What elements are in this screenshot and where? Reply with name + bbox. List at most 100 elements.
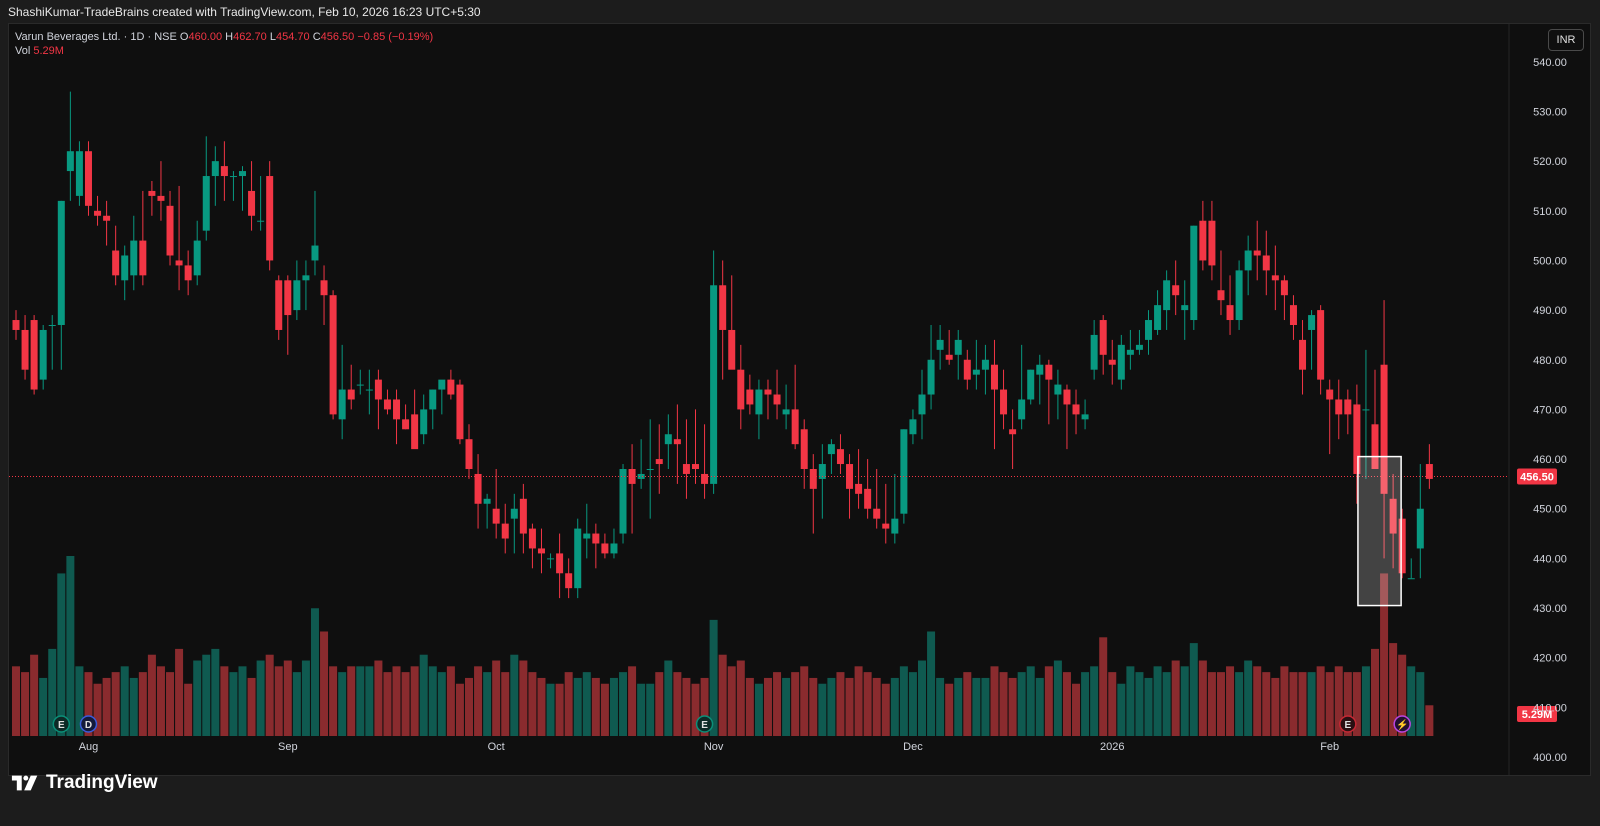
candle-body: [655, 459, 663, 465]
volume-bar: [1298, 672, 1307, 736]
candle: [1154, 290, 1162, 335]
candle: [211, 146, 219, 206]
candle: [139, 190, 147, 286]
candle-body: [510, 508, 518, 519]
candle: [1244, 235, 1252, 296]
volume-bar: [301, 660, 310, 736]
candle-body: [1154, 305, 1162, 330]
candle: [972, 339, 980, 390]
volume-bar: [1244, 660, 1253, 736]
brand-footer[interactable]: TradingView: [10, 772, 158, 794]
candle: [809, 454, 817, 534]
candle-body: [356, 384, 364, 386]
volume-bar: [637, 683, 646, 736]
candle-body: [365, 389, 373, 391]
candle-body: [619, 469, 627, 534]
candlestick-chart[interactable]: 456.50 5.29M 400.00 410.00 420.00 430.00 440.…: [9, 24, 1591, 776]
close-label: C: [312, 31, 321, 43]
tradingview-logo-icon: [11, 775, 38, 791]
candle: [84, 141, 92, 216]
candle-body: [1335, 399, 1343, 415]
candle-body: [664, 434, 672, 445]
candle-body: [574, 528, 582, 589]
candle-body: [628, 469, 636, 484]
volume-bar: [338, 672, 347, 736]
candle-body: [791, 409, 799, 445]
candle: [637, 439, 645, 489]
candle-body: [1072, 404, 1080, 415]
volume-bar: [1389, 643, 1398, 736]
candle: [257, 176, 265, 231]
candle-body: [1063, 389, 1071, 405]
volume-bar: [845, 677, 854, 736]
candle: [1425, 444, 1433, 489]
volume-bar: [927, 631, 936, 736]
event-marker-icon[interactable]: ⚡: [1393, 715, 1411, 733]
volume-bar: [256, 660, 265, 736]
volume-bar: [682, 677, 691, 736]
y-tick-label: 420.00: [1533, 653, 1567, 665]
volume-bar: [899, 666, 908, 736]
candle: [855, 449, 863, 509]
candle-body: [836, 449, 844, 465]
candle: [311, 190, 319, 276]
candle-body: [329, 295, 337, 415]
volume-bar: [1280, 666, 1289, 736]
candle-body: [1145, 320, 1152, 340]
earnings-marker-icon[interactable]: E: [695, 715, 714, 733]
candle-body: [112, 250, 120, 276]
dividend-marker-icon[interactable]: D: [79, 715, 98, 733]
y-tick-label: 470.00: [1533, 404, 1567, 416]
candle-body: [193, 240, 201, 276]
candle-body: [248, 190, 256, 216]
y-tick-label: 430.00: [1533, 603, 1567, 615]
volume-bar: [492, 660, 501, 736]
volume-bar: [1361, 666, 1370, 736]
candle: [1181, 280, 1189, 340]
candle-body: [1262, 255, 1270, 271]
volume-bar: [193, 660, 202, 736]
volume-bar: [202, 654, 211, 736]
candle-body: [1018, 399, 1026, 420]
candle: [1289, 295, 1297, 340]
candle-body: [257, 220, 265, 222]
volume-bar: [265, 654, 274, 736]
candle-body: [1054, 384, 1062, 395]
earnings-marker-icon[interactable]: E: [52, 715, 71, 733]
candle-body: [954, 339, 962, 355]
candle-body: [646, 469, 654, 470]
chart-pane[interactable]: 456.50 5.29M 400.00 410.00 420.00 430.00 440.…: [8, 23, 1591, 776]
volume-bar: [1371, 648, 1379, 736]
symbol-title[interactable]: Varun Beverages Ltd. · 1D · NSE: [15, 31, 177, 43]
volume-bar: [1334, 666, 1343, 736]
candle-body: [1416, 508, 1424, 549]
volume-bar: [918, 660, 926, 736]
candle: [547, 553, 555, 569]
volume-bar: [754, 683, 763, 736]
earnings-marker-icon[interactable]: E: [1339, 715, 1357, 733]
candle-body: [202, 176, 210, 231]
volume-label: Vol: [15, 45, 31, 57]
volume-bar: [1352, 672, 1361, 736]
y-tick-label: 490.00: [1533, 305, 1567, 317]
volume-bar: [1262, 672, 1271, 736]
candle: [836, 434, 844, 474]
candle: [501, 503, 509, 554]
candle: [293, 260, 301, 321]
volume-bar: [827, 677, 836, 736]
candle-body: [320, 280, 328, 296]
volume-bar: [1407, 666, 1416, 736]
candle-body: [945, 354, 953, 360]
currency-button[interactable]: INR: [1548, 29, 1584, 51]
last-volume-tag: [1517, 706, 1557, 722]
candle: [583, 503, 591, 559]
candle-body: [1271, 275, 1279, 281]
candle-body: [139, 240, 147, 276]
candle: [393, 389, 401, 445]
volume-bar: [220, 666, 229, 736]
candle: [963, 349, 971, 390]
volume-bar: [184, 683, 193, 736]
candle-body: [474, 473, 482, 504]
candle: [782, 384, 790, 430]
volume-bar: [736, 660, 745, 736]
